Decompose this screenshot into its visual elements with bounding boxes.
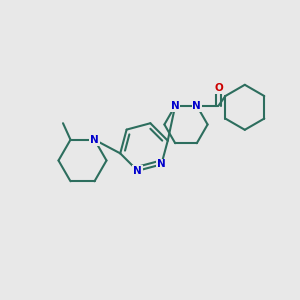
Text: N: N [133, 166, 142, 176]
Text: N: N [192, 101, 201, 111]
Text: N: N [171, 101, 180, 111]
Text: O: O [214, 83, 223, 93]
Text: N: N [90, 135, 99, 145]
Text: N: N [157, 159, 166, 170]
